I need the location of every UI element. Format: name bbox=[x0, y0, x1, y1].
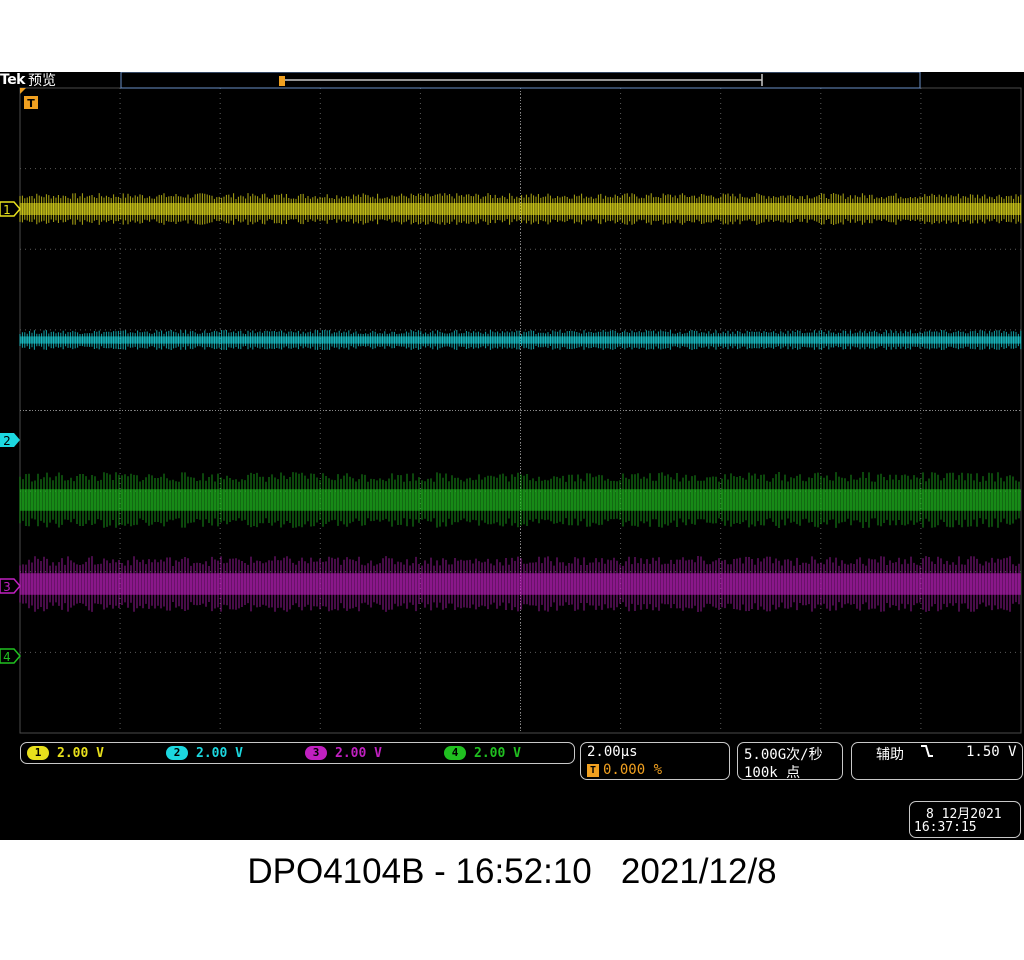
ch4-waveform bbox=[19, 472, 1021, 528]
ch1-badge: 1 bbox=[27, 746, 49, 760]
ch2-status[interactable]: 2 2.00 V bbox=[166, 745, 243, 761]
vertical-status-bar bbox=[20, 742, 575, 764]
trigger-position-marker[interactable] bbox=[24, 96, 38, 109]
ch3-scale: 2.00 V bbox=[335, 745, 382, 761]
ch4-badge: 4 bbox=[444, 746, 466, 760]
acquisition-status[interactable]: 5.00G次/秒 100k 点 bbox=[737, 742, 843, 781]
ch2-badge: 2 bbox=[166, 746, 188, 760]
ch3-status[interactable]: 3 2.00 V bbox=[305, 745, 382, 761]
trigger-position-arrow bbox=[20, 88, 26, 94]
date: 8 12月2021 bbox=[926, 807, 1002, 822]
svg-text:3: 3 bbox=[3, 580, 11, 594]
timebase-scale: 2.00µs bbox=[587, 744, 638, 760]
brand-logo: Tek bbox=[0, 72, 26, 88]
svg-text:2: 2 bbox=[3, 434, 11, 448]
ch4-ground-marker[interactable]: 4 bbox=[0, 648, 21, 664]
ch1-status[interactable]: 1 2.00 V bbox=[27, 745, 104, 761]
trigger-source: 辅助 bbox=[876, 747, 904, 763]
image-caption: DPO4104B - 16:52:10 2021/12/8 bbox=[247, 852, 777, 891]
falling-edge-icon bbox=[920, 744, 934, 762]
trigger-level: 1.50 V bbox=[966, 744, 1017, 760]
ch1-ground-marker[interactable]: 1 bbox=[0, 201, 21, 217]
waveforms bbox=[19, 193, 1022, 612]
trigger-position: 0.000 % bbox=[603, 762, 663, 778]
ch4-scale: 2.00 V bbox=[474, 745, 521, 761]
trigger-status[interactable]: 辅助 1.50 V bbox=[851, 742, 1023, 780]
oscilloscope-screen: T 1 2 3 4 Tek 预览 1 2.00 V 2 2.00 V 3 2.0… bbox=[0, 72, 1024, 840]
graticule bbox=[19, 87, 1022, 734]
ch4-status[interactable]: 4 2.00 V bbox=[444, 745, 521, 761]
ch3-badge: 3 bbox=[305, 746, 327, 760]
sample-rate: 5.00G次/秒 bbox=[744, 747, 823, 763]
ch1-scale: 2.00 V bbox=[57, 745, 104, 761]
ch3-waveform bbox=[19, 556, 1021, 612]
ch2-scale: 2.00 V bbox=[196, 745, 243, 761]
horizontal-status[interactable]: 2.00µs T 0.000 % bbox=[580, 742, 730, 780]
acquisition-mode: 预览 bbox=[28, 73, 56, 89]
svg-text:1: 1 bbox=[3, 203, 11, 217]
record-view-bar bbox=[120, 72, 921, 89]
trigger-pos-icon: T bbox=[587, 763, 599, 777]
waveform-display: T 1 2 3 4 bbox=[0, 72, 1022, 734]
record-length: 100k 点 bbox=[744, 765, 801, 781]
scope-header: Tek 预览 bbox=[0, 72, 56, 89]
trigger-marker-label: T bbox=[27, 97, 35, 110]
datetime-display: 8 12月2021 16:37:15 bbox=[909, 801, 1021, 838]
record-trigger-marker bbox=[279, 76, 285, 86]
svg-text:4: 4 bbox=[3, 650, 11, 664]
ch3-ground-marker[interactable]: 3 bbox=[0, 578, 21, 594]
time: 16:37:15 bbox=[914, 820, 977, 835]
ch2-waveform bbox=[19, 330, 1022, 350]
ch2-ground-marker[interactable]: 2 bbox=[0, 433, 20, 448]
